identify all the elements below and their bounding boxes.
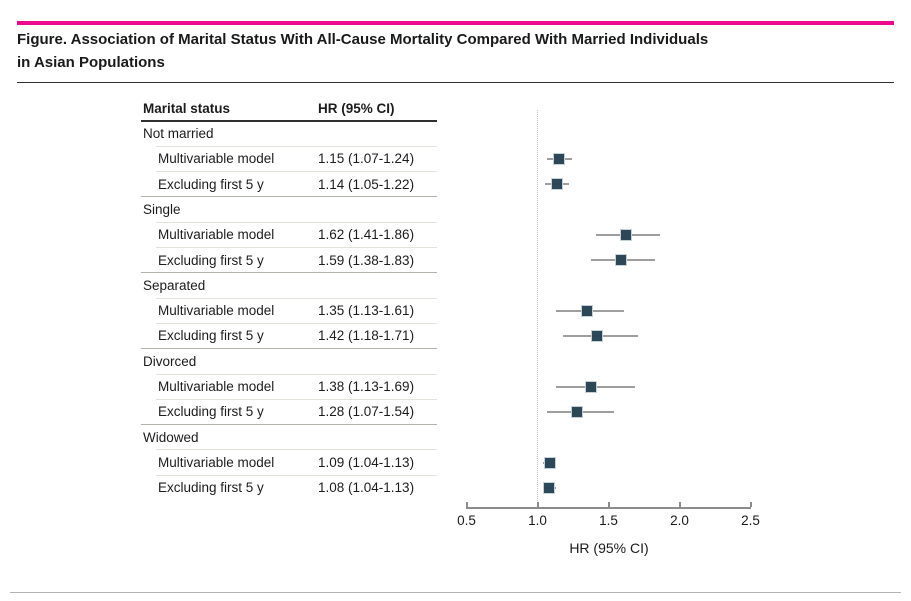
row-separator-line	[156, 474, 437, 476]
row-separator-line	[156, 398, 437, 400]
figure-title: Figure. Association of Marital Status Wi…	[17, 28, 877, 74]
group-label: Separated	[143, 277, 206, 293]
x-axis-tick	[536, 502, 539, 507]
model-row-label: Multivariable model	[158, 379, 275, 394]
hr-ci-value: 1.38 (1.13-1.69)	[318, 379, 415, 394]
column-header-hr-ci: HR (95% CI)	[318, 101, 395, 116]
forest-marker	[552, 152, 565, 165]
figure-title-line1: Figure. Association of Marital Status Wi…	[17, 31, 709, 48]
group-label: Widowed	[143, 429, 199, 445]
forest-marker	[585, 380, 598, 393]
group-separator-line	[141, 424, 437, 426]
table-header-divider	[141, 120, 437, 122]
reference-line-hr1	[537, 110, 538, 507]
figure-accent-bar	[17, 21, 894, 25]
forest-marker	[544, 456, 557, 469]
model-row-label: Excluding first 5 y	[158, 176, 264, 192]
hr-ci-value: 1.62 (1.41-1.86)	[318, 227, 415, 243]
x-axis-title: HR (95% CI)	[569, 540, 649, 556]
row-separator-line	[156, 373, 437, 375]
table-header-row: Marital status HR (95% CI)	[141, 96, 437, 121]
forest-marker	[571, 405, 584, 418]
hr-ci-value: 1.42 (1.18-1.71)	[318, 328, 415, 344]
group-separator-line	[141, 272, 437, 274]
row-separator-line	[156, 221, 437, 223]
group-separator-line	[141, 196, 437, 198]
x-axis-tick-label: 1.0	[528, 513, 547, 528]
hr-ci-value: 1.59 (1.38-1.83)	[318, 252, 415, 268]
group-separator-line	[141, 348, 437, 350]
row-separator-line	[156, 322, 437, 324]
row-separator-line	[156, 297, 437, 299]
forest-marker	[591, 330, 604, 343]
hr-ci-value: 1.08 (1.04-1.13)	[318, 480, 415, 496]
model-row-label: Multivariable model	[158, 227, 275, 243]
model-row-label: Multivariable model	[158, 151, 275, 167]
model-row-label: Excluding first 5 y	[158, 404, 264, 420]
hr-ci-value: 1.15 (1.07-1.24)	[318, 151, 415, 167]
row-separator-line	[156, 145, 437, 147]
x-axis-tick	[465, 502, 468, 507]
x-axis-tick-label: 2.0	[670, 513, 689, 528]
row-separator-line	[156, 171, 437, 173]
hr-ci-value: 1.35 (1.13-1.61)	[318, 303, 415, 319]
group-label: Divorced	[143, 353, 197, 369]
row-separator-line	[156, 449, 437, 451]
model-row-label: Multivariable model	[158, 454, 275, 470]
row-separator-line	[156, 247, 437, 248]
figure-title-line2: in Asian Populations	[17, 54, 165, 71]
forest-marker	[542, 481, 555, 494]
group-label: Not married	[143, 126, 214, 141]
hr-ci-value: 1.14 (1.05-1.22)	[318, 176, 415, 192]
hr-ci-value: 1.28 (1.07-1.54)	[318, 404, 415, 420]
title-divider	[17, 82, 894, 83]
x-axis-line	[466, 507, 751, 509]
x-axis-tick	[678, 502, 681, 507]
forest-marker	[551, 178, 564, 191]
model-row-label: Excluding first 5 y	[158, 480, 264, 496]
forest-marker	[581, 304, 594, 317]
model-row-label: Excluding first 5 y	[158, 252, 264, 268]
figure-bottom-divider	[10, 592, 901, 593]
forest-marker	[615, 254, 628, 267]
x-axis-tick-label: 1.5	[599, 513, 618, 528]
x-axis-tick-label: 2.5	[741, 513, 760, 528]
column-header-marital-status: Marital status	[143, 101, 231, 116]
group-label: Single	[143, 201, 181, 217]
x-axis-tick-label: 0.5	[457, 513, 476, 528]
model-row-label: Excluding first 5 y	[158, 328, 264, 344]
model-row-label: Multivariable model	[158, 303, 275, 319]
x-axis-tick	[749, 502, 752, 507]
hr-ci-value: 1.09 (1.04-1.13)	[318, 454, 415, 470]
x-axis-tick	[607, 502, 610, 507]
forest-marker	[619, 228, 632, 241]
